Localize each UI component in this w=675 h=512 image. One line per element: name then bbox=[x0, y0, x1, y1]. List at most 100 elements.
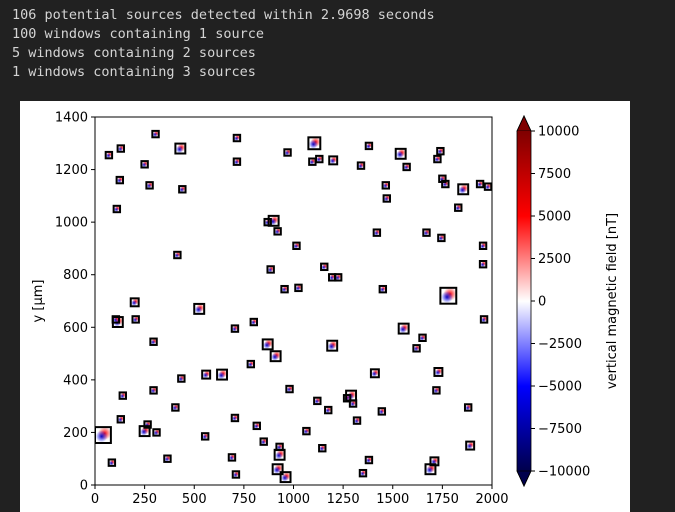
colorbar-tick-label: −5000 bbox=[538, 380, 582, 395]
detection-window bbox=[283, 148, 292, 157]
detection-window bbox=[230, 413, 240, 423]
detection-window bbox=[320, 262, 329, 272]
detection-window bbox=[326, 339, 339, 352]
y-axis-label: y [µm] bbox=[31, 280, 46, 323]
detection-window bbox=[249, 317, 259, 327]
detection-window bbox=[259, 437, 268, 446]
dipole-negative-lobe bbox=[95, 430, 108, 443]
detection-window bbox=[364, 455, 374, 465]
detection-window bbox=[381, 181, 391, 190]
dipole-negative-lobe bbox=[108, 460, 114, 466]
detection-window bbox=[356, 161, 366, 170]
dipole-negative-lobe bbox=[284, 150, 290, 156]
detection-window bbox=[478, 260, 488, 269]
dipole-negative-lobe bbox=[150, 339, 156, 345]
output-line: 106 potential sources detected within 2.… bbox=[12, 7, 435, 23]
colorbar-extend-min bbox=[516, 470, 532, 487]
dipole-negative-lobe bbox=[466, 443, 473, 450]
y-tick-label: 800 bbox=[63, 268, 88, 283]
detection-window bbox=[429, 456, 440, 467]
dipole-negative-lobe bbox=[314, 398, 320, 404]
plot-area bbox=[95, 117, 492, 485]
dipole-negative-lobe bbox=[458, 186, 467, 194]
detection-window bbox=[263, 217, 272, 227]
detection-window bbox=[200, 432, 210, 441]
dipole-negative-lobe bbox=[253, 423, 259, 429]
dipole-negative-lobe bbox=[434, 157, 440, 163]
field-layer bbox=[95, 130, 492, 482]
detection-window bbox=[382, 194, 391, 203]
detection-window bbox=[402, 162, 411, 172]
detection-window bbox=[116, 415, 126, 424]
detection-window bbox=[107, 458, 117, 467]
detection-window bbox=[193, 302, 206, 315]
dipole-negative-lobe bbox=[357, 163, 363, 169]
detection-window bbox=[302, 426, 311, 436]
detection-window bbox=[478, 241, 488, 251]
x-tick-label: 1000 bbox=[277, 492, 310, 507]
dipole-negative-lobe bbox=[117, 417, 123, 423]
detection-window bbox=[95, 426, 112, 444]
dipole-negative-lobe bbox=[202, 372, 209, 379]
dipole-negative-lobe bbox=[321, 264, 327, 270]
detection-window bbox=[377, 407, 387, 416]
figure: 0 250 500 750 1000 1250 1500 1750 2000 0 200 400 60… bbox=[20, 101, 630, 512]
dipole-negative-lobe bbox=[132, 317, 138, 323]
detection-window bbox=[437, 233, 446, 243]
dipole-negative-lobe bbox=[271, 353, 279, 361]
detection-window bbox=[397, 322, 410, 335]
detection-window bbox=[433, 367, 444, 377]
dipole-negative-lobe bbox=[263, 341, 271, 349]
detection-window bbox=[163, 454, 172, 463]
detection-window bbox=[273, 227, 282, 236]
detection-window bbox=[261, 338, 274, 351]
dipole-negative-lobe bbox=[275, 451, 283, 460]
colorbar-ticks: 10000 7500 5000 2500 0 −2500 −5000 −7500 −10000 bbox=[531, 125, 590, 480]
dipole-negative-lobe bbox=[194, 305, 203, 314]
colorbar-tick-label: 0 bbox=[538, 295, 546, 310]
dipole-negative-lobe bbox=[150, 388, 156, 394]
dipole-negative-lobe bbox=[413, 346, 419, 352]
detection-window bbox=[246, 359, 256, 369]
dipole-negative-lobe bbox=[273, 466, 281, 474]
dipole-negative-lobe bbox=[233, 159, 239, 165]
cell-output: 106 potential sources detected within 2.… bbox=[12, 6, 435, 82]
detection-window bbox=[436, 146, 445, 156]
dipole-negative-lobe bbox=[382, 183, 388, 189]
detection-window bbox=[201, 369, 212, 380]
dipole-negative-lobe bbox=[146, 183, 152, 189]
y-tick-label: 1400 bbox=[55, 111, 88, 126]
dipole-negative-lobe bbox=[232, 472, 238, 478]
detection-window bbox=[394, 147, 407, 160]
detection-window bbox=[475, 179, 485, 189]
detection-window bbox=[279, 471, 292, 484]
dipole-negative-lobe bbox=[396, 150, 404, 159]
output-line: 100 windows containing 1 source bbox=[12, 26, 264, 42]
x-tick-label: 1250 bbox=[327, 492, 360, 507]
detection-window bbox=[129, 297, 140, 308]
detection-window bbox=[111, 315, 121, 324]
dipole-negative-lobe bbox=[274, 229, 280, 235]
detection-window bbox=[432, 386, 441, 395]
dipole-negative-lobe bbox=[260, 439, 266, 445]
magnetic-map-chart: 0 250 500 750 1000 1250 1500 1750 2000 0 200 400 60… bbox=[31, 111, 620, 508]
dipole-negative-lobe bbox=[433, 388, 439, 394]
detection-window bbox=[118, 391, 127, 400]
x-axis: 0 250 500 750 1000 1250 1500 1750 2000 bbox=[91, 485, 509, 507]
colorbar-tick-label: 7500 bbox=[538, 167, 571, 182]
detection-window bbox=[267, 214, 280, 227]
detection-window bbox=[231, 470, 241, 479]
dipole-negative-lobe bbox=[152, 132, 158, 138]
dipole-negative-lobe bbox=[308, 139, 318, 149]
y-tick-label: 1000 bbox=[55, 216, 88, 231]
colorbar bbox=[517, 131, 531, 471]
x-tick-label: 0 bbox=[91, 492, 99, 507]
dipole-negative-lobe bbox=[437, 149, 443, 155]
dipole-negative-lobe bbox=[295, 285, 301, 291]
dipole-negative-lobe bbox=[131, 299, 138, 306]
colorbar-tick-label: 5000 bbox=[538, 210, 571, 225]
detection-window bbox=[151, 129, 160, 139]
dipole-negative-lobe bbox=[174, 253, 180, 259]
dipole-negative-lobe bbox=[164, 456, 170, 462]
output-line: 5 windows containing 2 sources bbox=[12, 45, 256, 61]
